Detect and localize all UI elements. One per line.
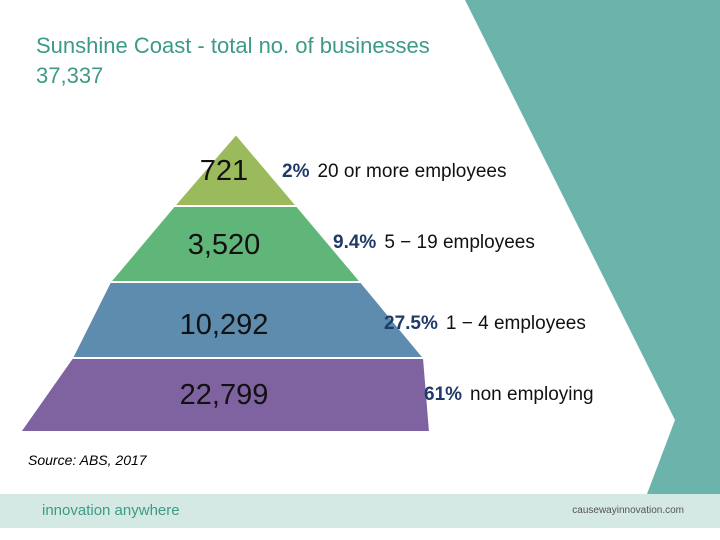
tier-second-description: 5 − 19 employees bbox=[384, 232, 535, 253]
page-title: Sunshine Coast - total no. of businesses… bbox=[36, 31, 430, 91]
footer-bar: innovation anywhere causewayinnovation.c… bbox=[0, 494, 720, 528]
tier-top-description: 20 or more employees bbox=[317, 161, 507, 182]
tier-top-value: 721 bbox=[199, 155, 249, 187]
title-line1: Sunshine Coast - total no. of businesses bbox=[36, 33, 430, 58]
tier-top-label: 2% 20 or more employees bbox=[282, 160, 507, 184]
tier-top-percent: 2% bbox=[282, 161, 310, 182]
footer-website: causewayinnovation.com bbox=[572, 505, 684, 516]
source-note: Source: ABS, 2017 bbox=[28, 452, 147, 468]
tier-third-percent: 27.5% bbox=[384, 313, 438, 334]
footer-tagline: innovation anywhere bbox=[42, 502, 180, 519]
tier-third-value: 10,292 bbox=[179, 309, 269, 341]
tier-second-label: 9.4% 5 − 19 employees bbox=[333, 231, 535, 255]
tier-bottom-percent: 61% bbox=[424, 384, 463, 405]
tier-third-description: 1 − 4 employees bbox=[445, 313, 586, 334]
tier-second-value: 3,520 bbox=[187, 229, 261, 261]
tier-bottom-label: 61% non employing bbox=[424, 383, 594, 407]
tier-third-label: 27.5% 1 − 4 employees bbox=[384, 312, 586, 336]
tier-bottom-value: 22,799 bbox=[179, 379, 269, 411]
tier-second-percent: 9.4% bbox=[333, 232, 377, 253]
tier-bottom-shape bbox=[18, 357, 432, 433]
teal-chevron-shape bbox=[465, 0, 720, 494]
title-total: 37,337 bbox=[36, 63, 104, 88]
tier-bottom-description: non employing bbox=[470, 384, 594, 405]
